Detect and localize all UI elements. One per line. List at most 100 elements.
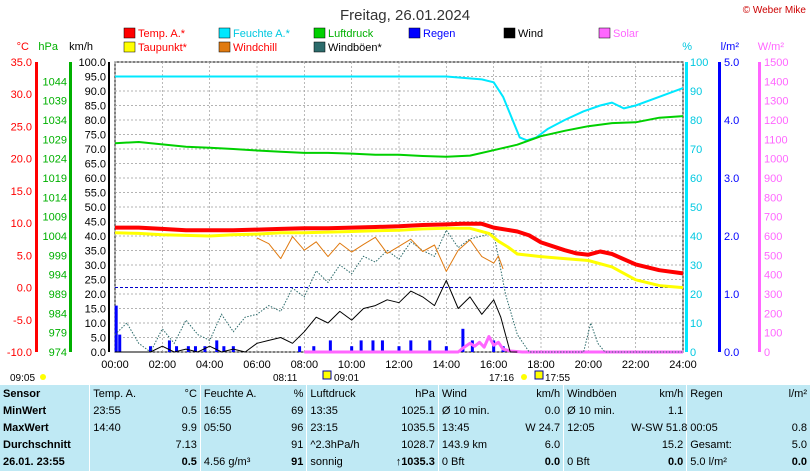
stats-cell: ↑1035.3 (395, 456, 435, 469)
rain-bar (444, 346, 448, 352)
solar-tick-label: 1400 (764, 76, 788, 88)
wind-tick-label: 80.0 (85, 115, 106, 127)
time-tick-label: 02:00 (149, 359, 177, 371)
stats-cell: 0 Bft (563, 453, 629, 471)
temp-tick-label: 15.0 (11, 186, 32, 198)
legend-label-humidity: Feuchte A.* (233, 28, 291, 40)
stats-row: MaxWert 14:40 9.9 05:50 96 23:15 1035.5 13:45 W … (0, 419, 810, 437)
stats-cell: MinWert (3, 404, 47, 417)
wind-tick-label: 10.0 (85, 318, 106, 330)
stats-header-cell: Regen (686, 385, 750, 403)
stats-cell: Gesamt: (686, 436, 750, 454)
stats-cell: 6.0 (544, 439, 561, 452)
stats-cell: W-SW 51.8 (631, 421, 688, 434)
stats-cell: 05:50 (199, 419, 266, 437)
unit-wind: km/h (69, 41, 93, 53)
stats-cell: 69 (291, 404, 304, 417)
time-tick-label: 12:00 (385, 359, 413, 371)
legend-label-pressure: Luftdruck (328, 28, 374, 40)
series-line-solar (304, 335, 683, 354)
legend-swatch-gust (313, 41, 326, 53)
rain-bar (350, 346, 354, 352)
stats-cell: 23:15 (306, 419, 374, 437)
pressure-tick-label: 1034 (43, 115, 67, 127)
solar-tick-label: 100 (764, 328, 782, 340)
temp-tick-label: 5.0 (17, 250, 32, 262)
legend-swatch-pressure (313, 27, 326, 39)
pressure-tick-label: 1029 (43, 134, 67, 146)
rain-tick-label: 0.0 (724, 347, 739, 359)
rain-bar (215, 340, 219, 352)
legend-label-gust: Windböen* (328, 42, 383, 54)
time-tick-label: 16:00 (480, 359, 508, 371)
stats-cell: 1028.7 (401, 439, 435, 452)
stats-cell: 1035.5 (401, 421, 435, 434)
rain-bar (428, 340, 432, 352)
humidity-tick-label: 70 (690, 144, 702, 156)
wind-tick-label: 70.0 (85, 144, 106, 156)
stats-cell: 143.9 km (437, 436, 510, 454)
rain-bar (359, 340, 363, 352)
stats-cell: 14:40 (89, 419, 161, 437)
moon-icon (40, 374, 46, 380)
legend-label-temp: Temp. A.* (138, 28, 186, 40)
stats-cell (89, 453, 161, 471)
solar-tick-label: 1200 (764, 115, 788, 127)
pressure-tick-label: 974 (49, 347, 67, 359)
solar-tick-label: 200 (764, 308, 782, 320)
unit-temp: °C (17, 41, 29, 53)
series-line-dew (114, 226, 684, 290)
temp-tick-label: -5.0 (13, 315, 32, 327)
rain-bar (222, 346, 226, 352)
humidity-tick-label: 50 (690, 202, 702, 214)
rain-bar (328, 340, 332, 352)
wind-tick-label: 25.0 (85, 275, 106, 287)
pressure-tick-label: 994 (49, 270, 67, 282)
rain-bar (114, 305, 118, 352)
stats-cell: 0.0 (667, 456, 684, 469)
rain-bar (397, 346, 401, 352)
pressure-tick-label: 1009 (43, 212, 67, 224)
wind-tick-label: 60.0 (85, 173, 106, 185)
stats-cell: 5.0 (791, 439, 807, 452)
rain-tick-label: 2.0 (724, 231, 739, 243)
dusk-icon (534, 370, 544, 380)
solar-tick-label: 700 (764, 212, 782, 224)
stats-header-cell: °C (184, 387, 197, 400)
wind-tick-label: 45.0 (85, 217, 106, 229)
stats-cell: 0.5 (181, 404, 197, 417)
rain-bar (409, 340, 413, 352)
legend-swatch-humidity (218, 27, 231, 39)
solar-tick-label: 500 (764, 250, 782, 262)
rain-bar (380, 340, 384, 352)
stats-cell: 91 (291, 439, 304, 452)
pressure-tick-label: 999 (49, 250, 67, 262)
stats-cell: Durchschnitt (3, 439, 71, 452)
stats-cell: 9.9 (181, 421, 197, 434)
stats-cell: 96 (291, 421, 304, 434)
legend-label-rain: Regen (423, 28, 455, 40)
stats-cell: 1025.1 (401, 404, 435, 417)
stats-cell (749, 402, 810, 419)
moonrise-time: 09:05 (10, 373, 35, 384)
unit-pressure: hPa (38, 41, 58, 53)
stats-cell: 13:35 (306, 402, 374, 420)
stats-header-cell: Sensor (3, 387, 41, 400)
humidity-tick-label: 90 (690, 86, 702, 98)
legend-swatch-temp (123, 27, 136, 39)
temp-tick-label: 10.0 (11, 218, 32, 230)
solar-tick-label: 0 (764, 347, 770, 359)
legend-swatch-windchill (218, 41, 231, 53)
stats-cell: 13:45 (437, 419, 510, 437)
rain-tick-label: 4.0 (724, 115, 739, 127)
rain-tick-label: 1.0 (724, 289, 739, 301)
temp-tick-label: 30.0 (11, 89, 32, 101)
series-line-wind (115, 279, 518, 353)
unit-solar: W/m² (758, 41, 785, 53)
rain-bar (167, 340, 171, 352)
pressure-tick-label: 989 (49, 289, 67, 301)
rain-bar (298, 346, 302, 352)
humidity-tick-label: 10 (690, 318, 702, 330)
wind-tick-label: 40.0 (85, 231, 106, 243)
legend-label-wind: Wind (518, 28, 543, 40)
